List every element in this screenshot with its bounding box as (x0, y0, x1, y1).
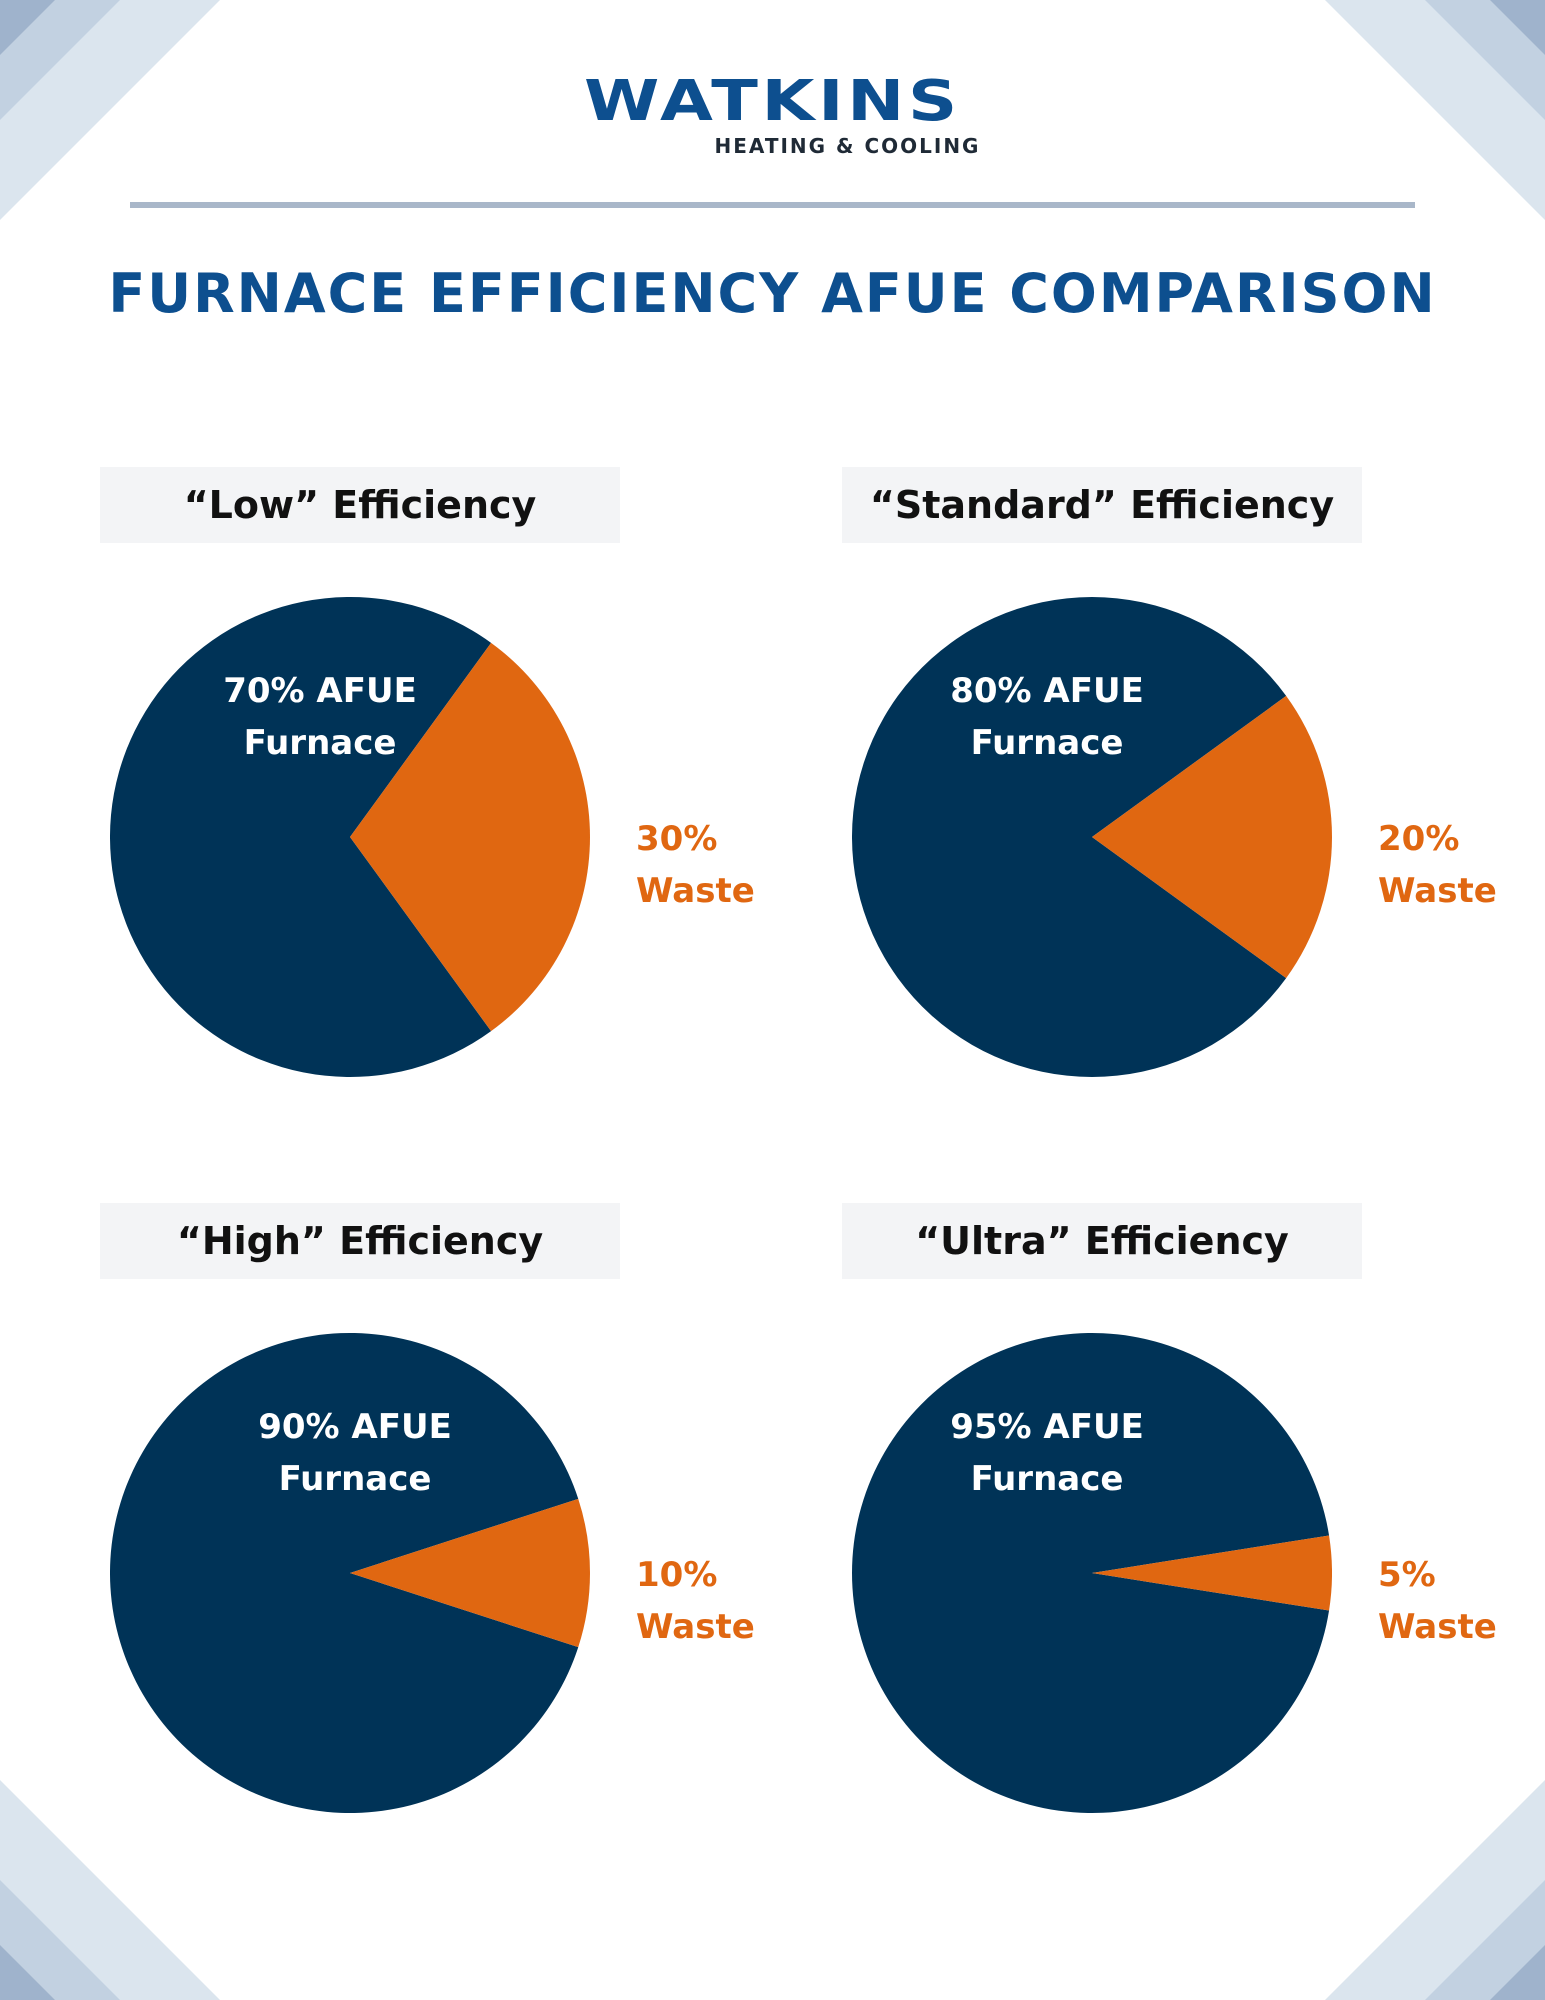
corner-stripe-top-left-2 (0, 0, 120, 120)
pie-slice-waste (1092, 695, 1332, 979)
corner-stripe-bottom-left-3 (0, 1945, 55, 2000)
furnace-label-line1: 95% AFUE (950, 1407, 1144, 1447)
corner-stripe-top-right-3 (1490, 0, 1545, 55)
chart-panel-low: “Low” Efficiency 70% AFUE Furnace 30% Wa… (100, 467, 800, 1127)
waste-label: 5% Waste (1378, 1549, 1497, 1653)
waste-label-line1: 30% (636, 819, 718, 859)
furnace-label: 70% AFUE Furnace (170, 665, 470, 769)
waste-label-line1: 5% (1378, 1555, 1436, 1595)
waste-label-line1: 20% (1378, 819, 1460, 859)
waste-label-line1: 10% (636, 1555, 718, 1595)
waste-label: 20% Waste (1378, 813, 1497, 917)
pie-chart (110, 597, 590, 1077)
furnace-label-line2: Furnace (970, 1459, 1124, 1499)
chart-title: “High” Efficiency (100, 1203, 620, 1279)
chart-title: “Low” Efficiency (100, 467, 620, 543)
furnace-label-line1: 70% AFUE (223, 671, 417, 711)
chart-panel-ultra: “Ultra” Efficiency 95% AFUE Furnace 5% W… (842, 1203, 1542, 1863)
furnace-label-line1: 90% AFUE (258, 1407, 452, 1447)
company-logo: WATKINS HEATING & COOLING (0, 69, 1545, 159)
chart-panel-standard: “Standard” Efficiency 80% AFUE Furnace 2… (842, 467, 1542, 1127)
waste-label-line2: Waste (636, 871, 755, 911)
furnace-label: 80% AFUE Furnace (897, 665, 1197, 769)
waste-label: 10% Waste (636, 1549, 755, 1653)
waste-label-line2: Waste (1378, 871, 1497, 911)
page-title: FURNACE EFFICIENCY AFUE COMPARISON (108, 262, 1437, 325)
corner-stripe-top-right-2 (1425, 0, 1545, 120)
chart-title: “Ultra” Efficiency (842, 1203, 1362, 1279)
pie-slice-furnace (852, 597, 1287, 1077)
pie-chart (852, 1333, 1332, 1813)
furnace-label-line2: Furnace (243, 723, 397, 763)
corner-stripe-bottom-right-2 (1425, 1880, 1545, 2000)
waste-label-line2: Waste (1378, 1607, 1497, 1647)
furnace-label-line2: Furnace (278, 1459, 432, 1499)
pie-slice-furnace (852, 1333, 1330, 1813)
waste-label-line2: Waste (636, 1607, 755, 1647)
logo-tagline: HEATING & COOLING (714, 134, 981, 158)
pie-slice-waste (350, 1498, 590, 1648)
chart-panel-high: “High” Efficiency 90% AFUE Furnace 10% W… (100, 1203, 800, 1863)
corner-stripe-top-left-3 (0, 0, 55, 55)
pie-slice-waste (350, 642, 590, 1032)
chart-title: “Standard” Efficiency (842, 467, 1362, 543)
corner-stripe-bottom-left-2 (0, 1880, 120, 2000)
header-divider (130, 202, 1415, 208)
logo-name: WATKINS (584, 69, 961, 134)
pie-slice-furnace (110, 597, 492, 1077)
furnace-label: 95% AFUE Furnace (897, 1401, 1197, 1505)
furnace-label-line2: Furnace (970, 723, 1124, 763)
pie-slice-furnace (110, 1333, 579, 1813)
pie-slice-waste (1092, 1535, 1332, 1611)
pie-chart (852, 597, 1332, 1077)
pie-chart (110, 1333, 590, 1813)
waste-label: 30% Waste (636, 813, 755, 917)
furnace-label: 90% AFUE Furnace (205, 1401, 505, 1505)
furnace-label-line1: 80% AFUE (950, 671, 1144, 711)
corner-stripe-bottom-right-3 (1490, 1945, 1545, 2000)
